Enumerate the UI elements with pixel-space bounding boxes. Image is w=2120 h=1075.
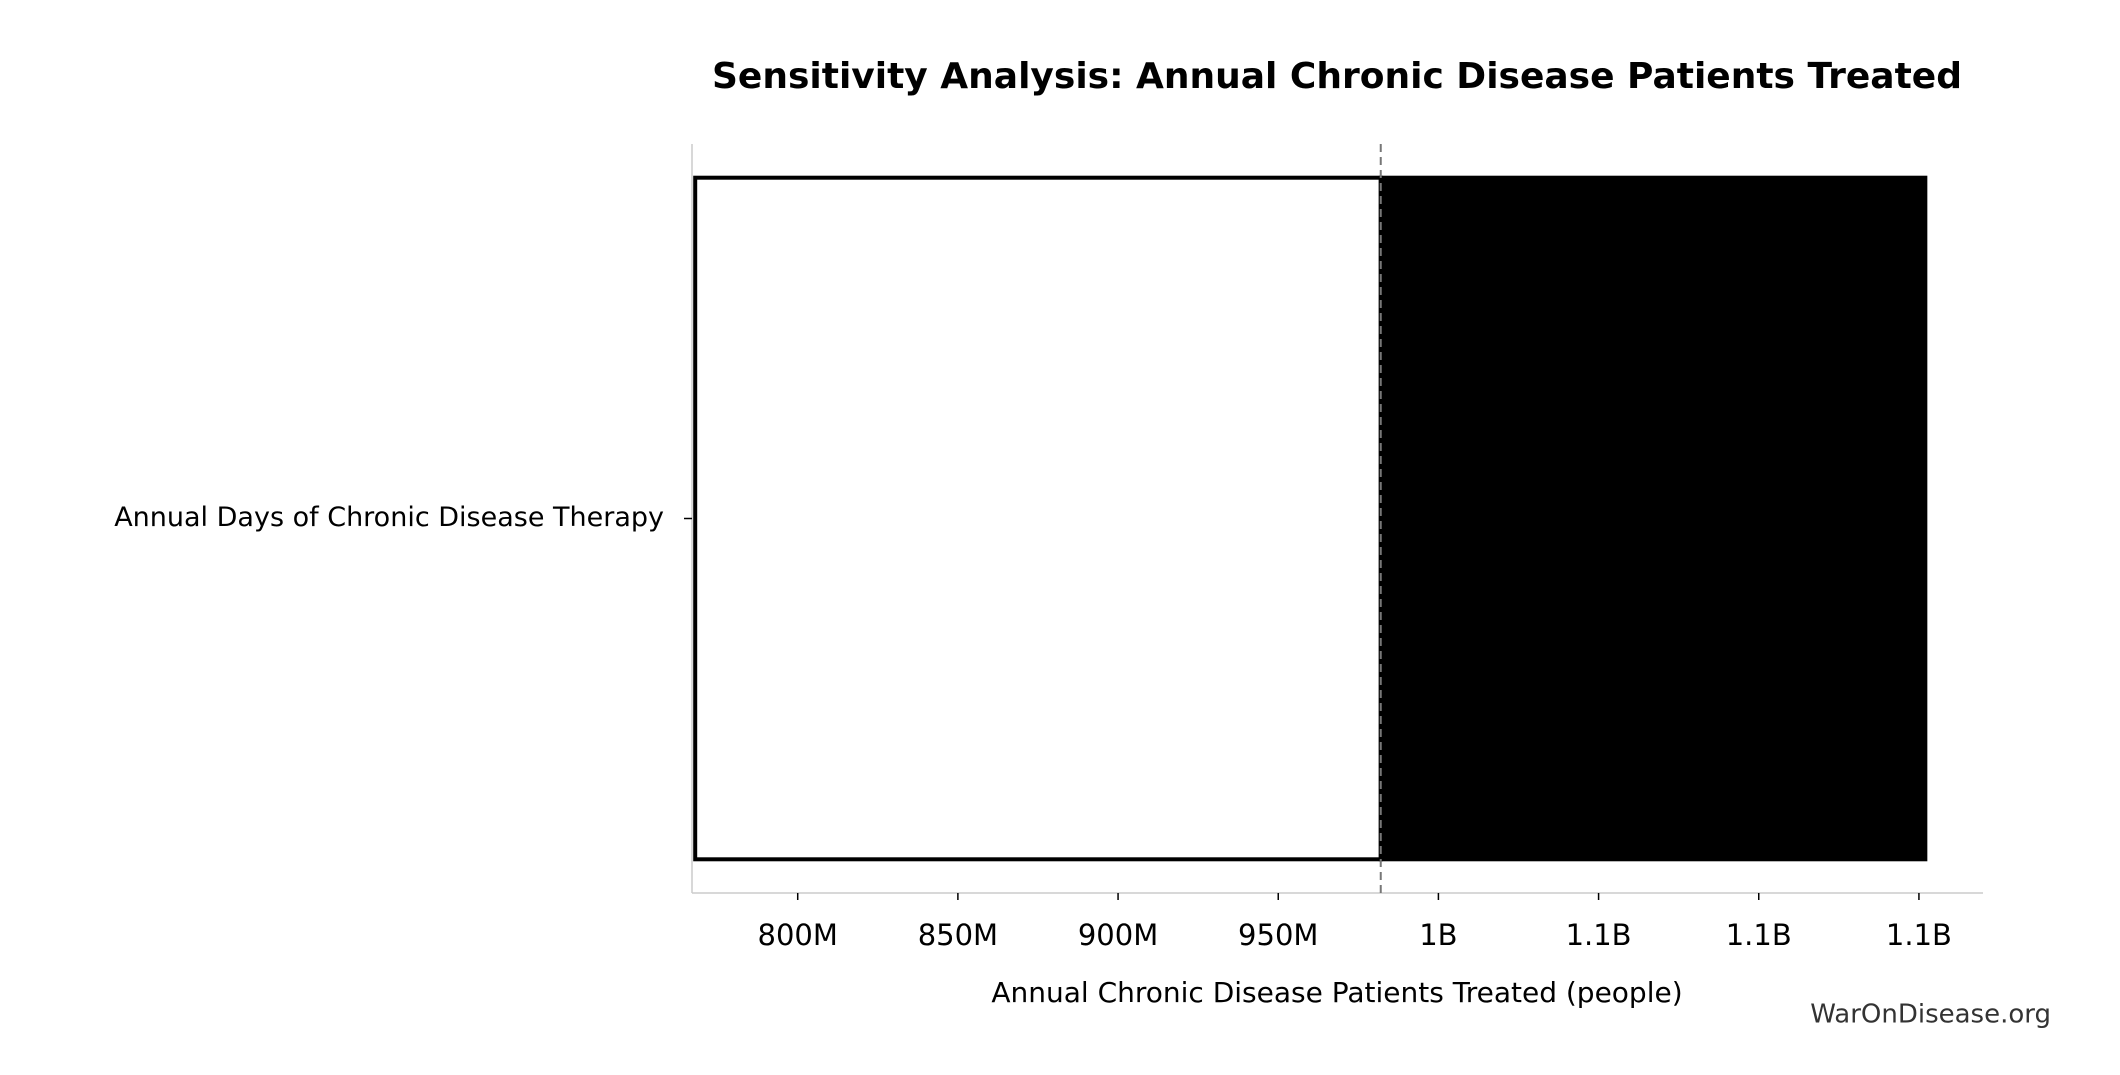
x-tick-label: 1B (1419, 918, 1457, 952)
x-tick-label: 1.1B (1726, 918, 1792, 952)
bar (1378, 175, 1928, 862)
y-tick-label: Annual Days of Chronic Disease Therapy (114, 502, 664, 533)
x-tick-label: 800M (758, 918, 838, 952)
x-axis-label: Annual Chronic Disease Patients Treated … (991, 976, 1682, 1009)
x-tick-label: 950M (1238, 918, 1318, 952)
bar (693, 175, 1383, 862)
x-tick-label: 850M (918, 918, 998, 952)
x-tick-label: 1.1B (1566, 918, 1632, 952)
chart-title: Sensitivity Analysis: Annual Chronic Dis… (712, 56, 1962, 97)
x-tick-label: 1.1B (1886, 918, 1952, 952)
watermark: WarOnDisease.org (1810, 1000, 2051, 1030)
x-tick-label: 900M (1078, 918, 1158, 952)
